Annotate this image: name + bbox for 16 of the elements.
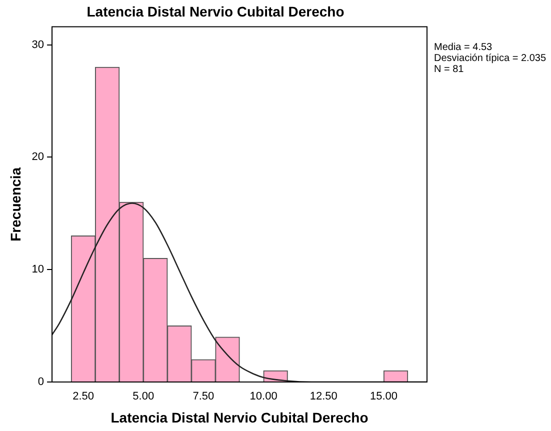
text: N = 81 — [434, 64, 465, 75]
x-tick-label: 12.50 — [310, 390, 338, 403]
x-tick-label: 15.00 — [370, 390, 398, 403]
x-tick-label: 7.50 — [192, 390, 214, 403]
text: Media = 4.53 — [434, 42, 494, 53]
y-tick-label: 30 — [32, 38, 44, 51]
x-tick-label: 2.50 — [72, 390, 94, 403]
text: Desviación típica = 2.035 — [434, 53, 546, 64]
y-tick-label: 10 — [32, 264, 44, 276]
x-tick-label: 10.00 — [250, 390, 278, 403]
y-tick-label: 0 — [38, 376, 44, 388]
chart-title: Latencia Distal Nervio Cubital Derecho — [86, 3, 344, 20]
x-axis-title: Latencia Distal Nervio Cubital Derecho — [110, 409, 368, 426]
y-axis-title: Frecuencia — [7, 167, 24, 242]
y-tick-label: 20 — [32, 151, 44, 164]
x-tick-label: 5.00 — [132, 390, 154, 403]
